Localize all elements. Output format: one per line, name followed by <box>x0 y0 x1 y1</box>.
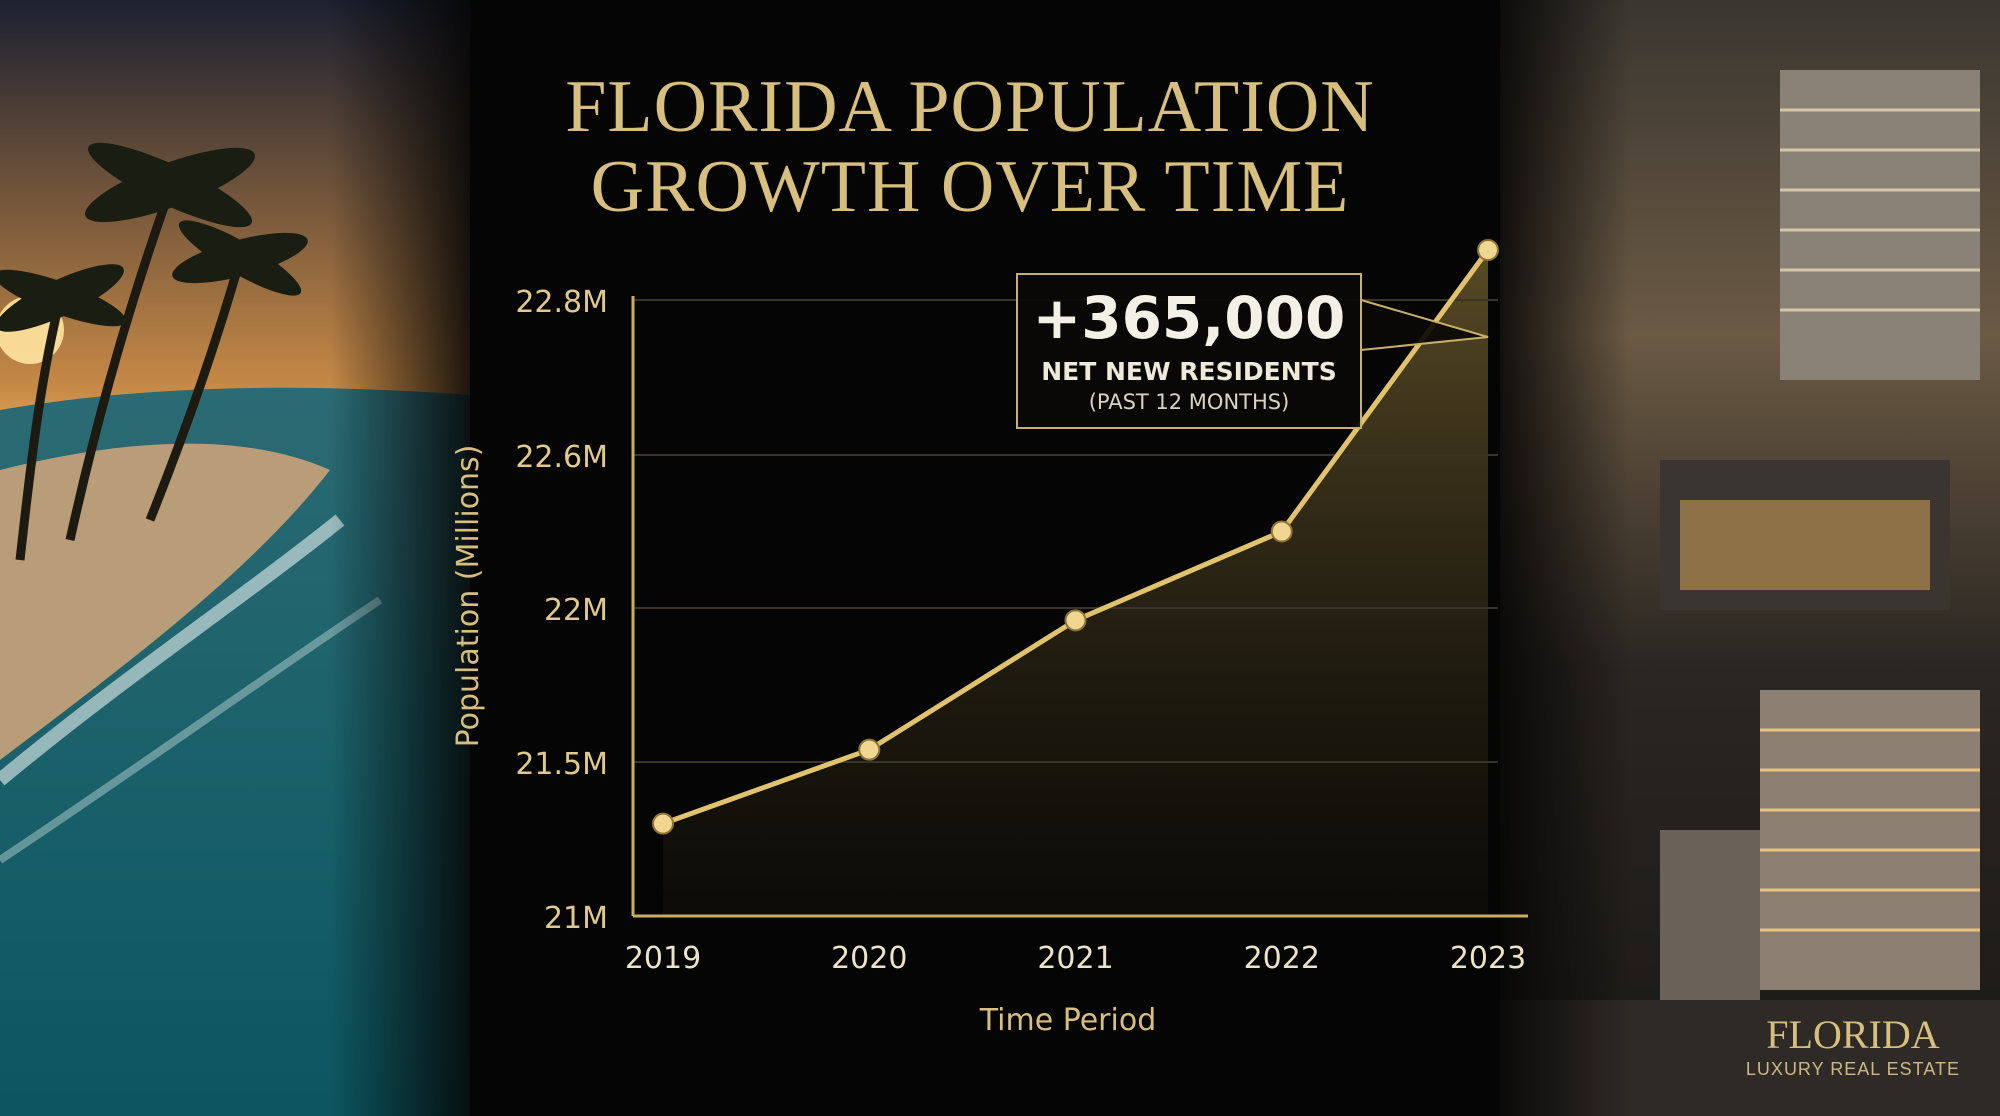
callout-box: +365,000 NET NEW RESIDENTS (PAST 12 MONT… <box>1016 273 1362 429</box>
data-point <box>858 738 881 761</box>
brand-name: FLORIDA <box>1766 1012 1940 1057</box>
callout-label: NET NEW RESIDENTS <box>1041 357 1337 386</box>
x-tick-labels: 2019 2020 2021 2022 2023 <box>625 941 1526 976</box>
y-axis-label: Population (Millions) <box>451 445 486 748</box>
x-tick-label: 2021 <box>1037 941 1113 976</box>
x-tick-label: 2023 <box>1450 941 1526 976</box>
area-fill <box>663 250 1488 916</box>
callout-pointer <box>1360 299 1489 351</box>
callout-value: +365,000 <box>1032 284 1346 352</box>
data-point <box>1477 239 1499 261</box>
callout-sublabel: (PAST 12 MONTHS) <box>1088 390 1290 414</box>
y-tick-labels: 21M 21.5M 22M 22.6M 22.8M <box>515 285 608 936</box>
x-axis-label: Time Period <box>979 1003 1157 1038</box>
y-tick-label: 22.6M <box>515 440 608 475</box>
chart-title-line-1: FLORIDA POPULATION <box>565 66 1375 148</box>
y-tick-label: 22M <box>544 593 608 628</box>
y-tick-label: 21M <box>544 901 608 936</box>
brand-tagline: LUXURY REAL ESTATE <box>1745 1059 1960 1079</box>
y-tick-label: 22.8M <box>515 285 608 320</box>
x-tick-label: 2019 <box>625 941 701 976</box>
data-point <box>1270 520 1293 543</box>
x-tick-label: 2020 <box>831 941 907 976</box>
beach-scene <box>0 0 490 1116</box>
data-point <box>1064 609 1087 632</box>
buildings-scene <box>1480 0 2000 1116</box>
y-tick-label: 21.5M <box>515 747 608 782</box>
axes <box>631 296 1528 918</box>
data-point <box>652 812 674 835</box>
chart-title-line-2: GROWTH OVER TIME <box>590 146 1350 228</box>
brand-logo: FLORIDA LUXURY REAL ESTATE <box>1746 1015 1960 1080</box>
x-tick-label: 2022 <box>1244 941 1320 976</box>
data-points <box>652 239 1499 835</box>
